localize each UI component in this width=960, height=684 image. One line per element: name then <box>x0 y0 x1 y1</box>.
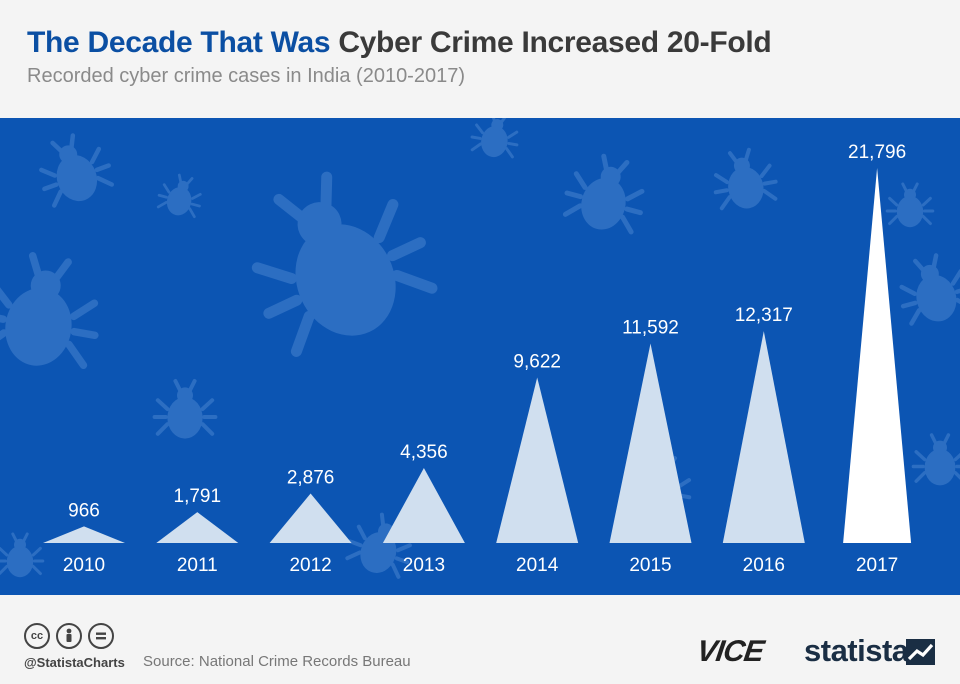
title-main: Cyber Crime Increased 20-Fold <box>338 26 772 59</box>
title-accent: The Decade That Was <box>27 26 331 59</box>
category-label-2016: 2016 <box>743 555 785 576</box>
nd-icon[interactable] <box>88 623 114 649</box>
chart-title: The Decade That Was Cyber Crime Increase… <box>27 26 772 60</box>
category-label-2014: 2014 <box>516 555 559 576</box>
bug-shape <box>885 182 935 228</box>
bar-2010 <box>43 526 125 543</box>
statista-logo-mark-icon <box>906 639 935 665</box>
value-label-2010: 966 <box>68 500 100 521</box>
category-label-2010: 2010 <box>63 555 105 576</box>
value-label-2013: 4,356 <box>400 442 448 463</box>
statista-logo[interactable]: statista <box>804 633 909 668</box>
category-label-2012: 2012 <box>289 555 331 576</box>
bug-shape <box>470 118 519 159</box>
bar-2016 <box>722 331 805 543</box>
bar-2017 <box>843 168 912 543</box>
vice-logo[interactable]: VICE <box>694 635 766 668</box>
bug-shape <box>156 173 202 219</box>
value-label-2012: 2,876 <box>287 468 335 489</box>
bug-shape <box>39 133 115 208</box>
source-note: Source: National Crime Records Bureau <box>143 653 411 670</box>
category-label-2017: 2017 <box>856 555 898 576</box>
chart-svg: 966 2010 1,791 2011 2,876 2012 4,356 2013 9,622 2… <box>0 118 960 579</box>
statista-handle[interactable]: @StatistaCharts <box>24 655 125 670</box>
value-label-2016: 12,317 <box>735 305 793 326</box>
chart-header: The Decade That Was Cyber Crime Increase… <box>0 0 960 118</box>
category-label-2015: 2015 <box>629 555 671 576</box>
bug-shape <box>562 153 645 235</box>
bug-shape <box>713 147 778 211</box>
labels-layer: 966 2010 1,791 2011 2,876 2012 4,356 2013 9,622 2… <box>63 142 906 576</box>
bug-shape <box>0 252 99 370</box>
bars-layer <box>43 168 912 543</box>
bar-2013 <box>382 468 465 543</box>
background-bug-decoration <box>0 118 960 579</box>
category-label-2011: 2011 <box>177 555 218 576</box>
bug-shape <box>152 378 218 439</box>
value-label-2015: 11,592 <box>622 318 679 339</box>
chart-subtitle: Recorded cyber crime cases in India (201… <box>27 65 465 87</box>
chart-panel: 966 2010 1,791 2011 2,876 2012 4,356 2013 9,622 2… <box>0 118 960 595</box>
by-icon[interactable] <box>56 623 82 649</box>
value-label-2014: 9,622 <box>513 351 561 372</box>
chart-footer: cc @StatistaCharts Source: National Crim… <box>0 595 960 684</box>
license-icons: cc <box>24 623 114 649</box>
bug-shape <box>899 253 960 326</box>
bar-2011 <box>156 512 239 543</box>
bar-2012 <box>269 493 352 543</box>
bar-2015 <box>609 343 692 543</box>
value-label-2011: 1,791 <box>174 486 222 507</box>
value-label-2017: 21,796 <box>848 142 906 163</box>
cc-icon[interactable]: cc <box>24 623 50 649</box>
bug-shape <box>0 532 45 578</box>
bar-2014 <box>496 377 579 543</box>
bug-shape <box>911 433 960 486</box>
bug-shape <box>251 171 438 357</box>
category-label-2013: 2013 <box>403 555 445 576</box>
